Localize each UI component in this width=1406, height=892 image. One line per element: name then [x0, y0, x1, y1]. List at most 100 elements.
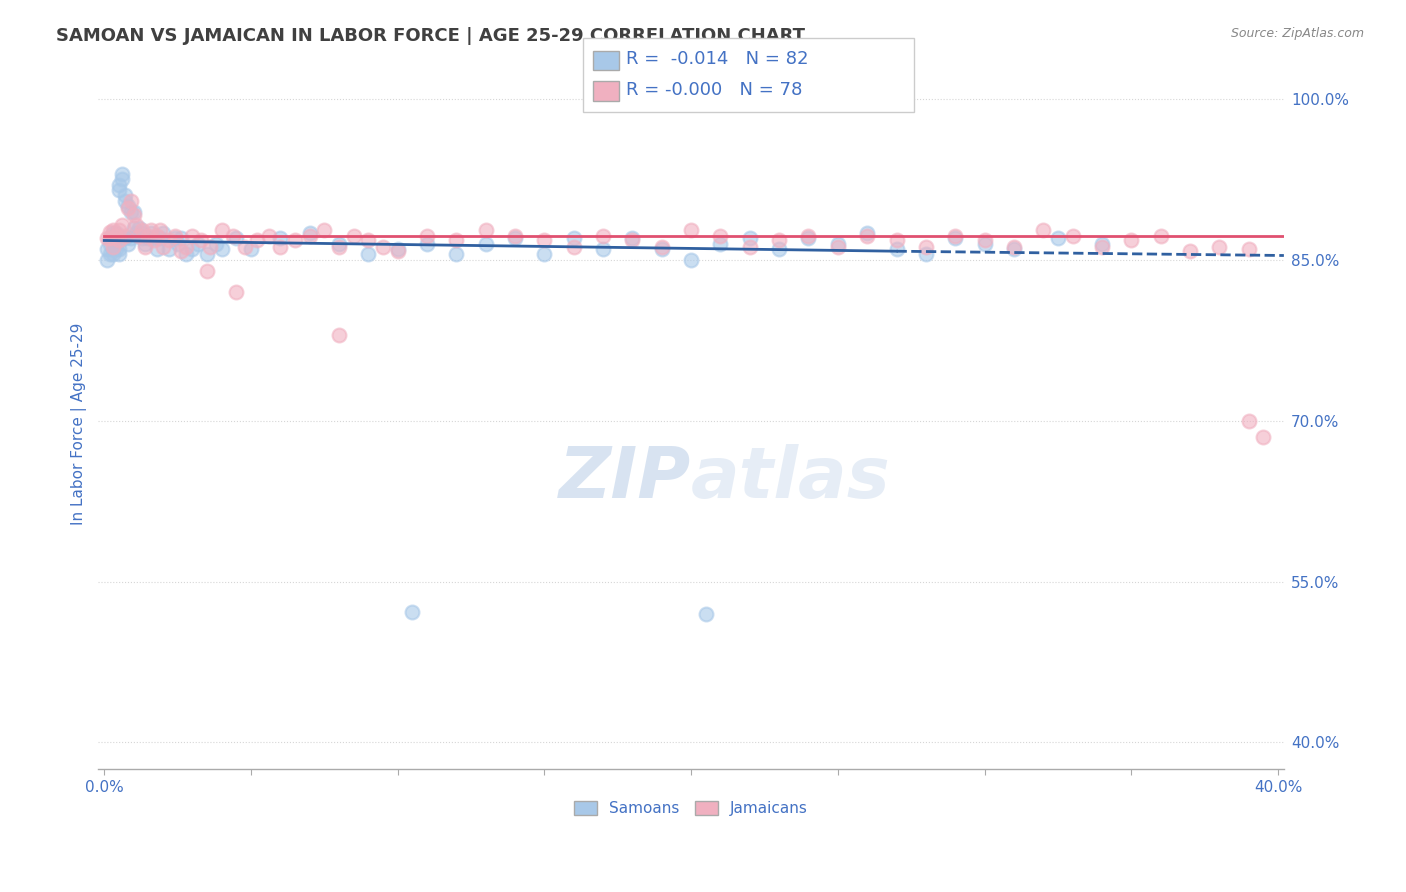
Point — [108, 223, 131, 237]
Text: R = -0.000   N = 78: R = -0.000 N = 78 — [626, 81, 801, 99]
Point — [111, 219, 134, 233]
Point — [134, 236, 156, 251]
Point — [98, 247, 121, 261]
Point — [886, 234, 908, 248]
Point — [446, 234, 468, 248]
Text: Source: ZipAtlas.com: Source: ZipAtlas.com — [1230, 27, 1364, 40]
Point — [120, 231, 142, 245]
Point — [108, 234, 131, 248]
Point — [117, 236, 139, 251]
Point — [1178, 244, 1201, 259]
Point — [204, 236, 226, 251]
Point — [152, 226, 174, 240]
Point — [104, 242, 127, 256]
Point — [98, 225, 121, 239]
Point — [1062, 229, 1084, 244]
Point — [108, 242, 131, 256]
Point — [225, 231, 247, 245]
Point — [562, 231, 585, 245]
Point — [328, 240, 350, 254]
Point — [128, 220, 150, 235]
Point — [474, 223, 496, 237]
Point — [198, 240, 221, 254]
Point — [592, 229, 614, 244]
Point — [96, 252, 118, 267]
Point — [166, 236, 188, 251]
Point — [114, 229, 136, 244]
Point — [239, 242, 262, 256]
Point — [108, 178, 131, 192]
Point — [98, 236, 121, 251]
Point — [915, 247, 938, 261]
Point — [101, 247, 124, 261]
Point — [149, 231, 172, 245]
Point — [533, 234, 555, 248]
Point — [915, 240, 938, 254]
Point — [709, 229, 731, 244]
Point — [856, 226, 879, 240]
Point — [621, 231, 644, 245]
Point — [111, 167, 134, 181]
Point — [143, 234, 166, 248]
Point — [181, 229, 204, 244]
Point — [446, 247, 468, 261]
Point — [1149, 229, 1171, 244]
Point — [943, 231, 966, 245]
Point — [943, 229, 966, 244]
Point — [562, 240, 585, 254]
Point — [136, 229, 159, 244]
Point — [738, 240, 761, 254]
Point — [125, 226, 148, 240]
Point — [169, 244, 191, 259]
Point — [136, 231, 159, 245]
Point — [797, 231, 820, 245]
Point — [797, 229, 820, 244]
Point — [176, 240, 198, 254]
Point — [827, 236, 849, 251]
Point — [1253, 430, 1275, 444]
Point — [134, 240, 156, 254]
Point — [211, 242, 233, 256]
Point — [176, 247, 198, 261]
Point — [503, 231, 526, 245]
Point — [131, 226, 153, 240]
Point — [111, 172, 134, 186]
Point — [101, 242, 124, 256]
Point — [357, 234, 380, 248]
Point — [195, 263, 218, 277]
Point — [973, 236, 995, 251]
Point — [187, 236, 209, 251]
Point — [856, 229, 879, 244]
Point — [1237, 414, 1260, 428]
Point — [621, 234, 644, 248]
Point — [768, 234, 790, 248]
Point — [101, 223, 124, 237]
Text: atlas: atlas — [692, 444, 891, 513]
Point — [1032, 223, 1054, 237]
Point — [222, 229, 245, 244]
Point — [101, 231, 124, 245]
Point — [125, 219, 148, 233]
Point — [695, 607, 717, 621]
Point — [120, 204, 142, 219]
Point — [298, 229, 321, 244]
Point — [122, 208, 145, 222]
Point — [343, 229, 366, 244]
Point — [401, 605, 423, 619]
Point — [328, 236, 350, 251]
Point — [195, 247, 218, 261]
Point — [120, 194, 142, 208]
Point — [387, 244, 409, 259]
Point — [114, 194, 136, 208]
Point — [117, 202, 139, 216]
Point — [98, 231, 121, 245]
Point — [149, 223, 172, 237]
Point — [328, 327, 350, 342]
Point — [709, 236, 731, 251]
Point — [269, 240, 291, 254]
Point — [169, 231, 191, 245]
Point — [1046, 231, 1069, 245]
Point — [190, 234, 212, 248]
Y-axis label: In Labor Force | Age 25-29: In Labor Force | Age 25-29 — [72, 322, 87, 524]
Point — [371, 240, 394, 254]
